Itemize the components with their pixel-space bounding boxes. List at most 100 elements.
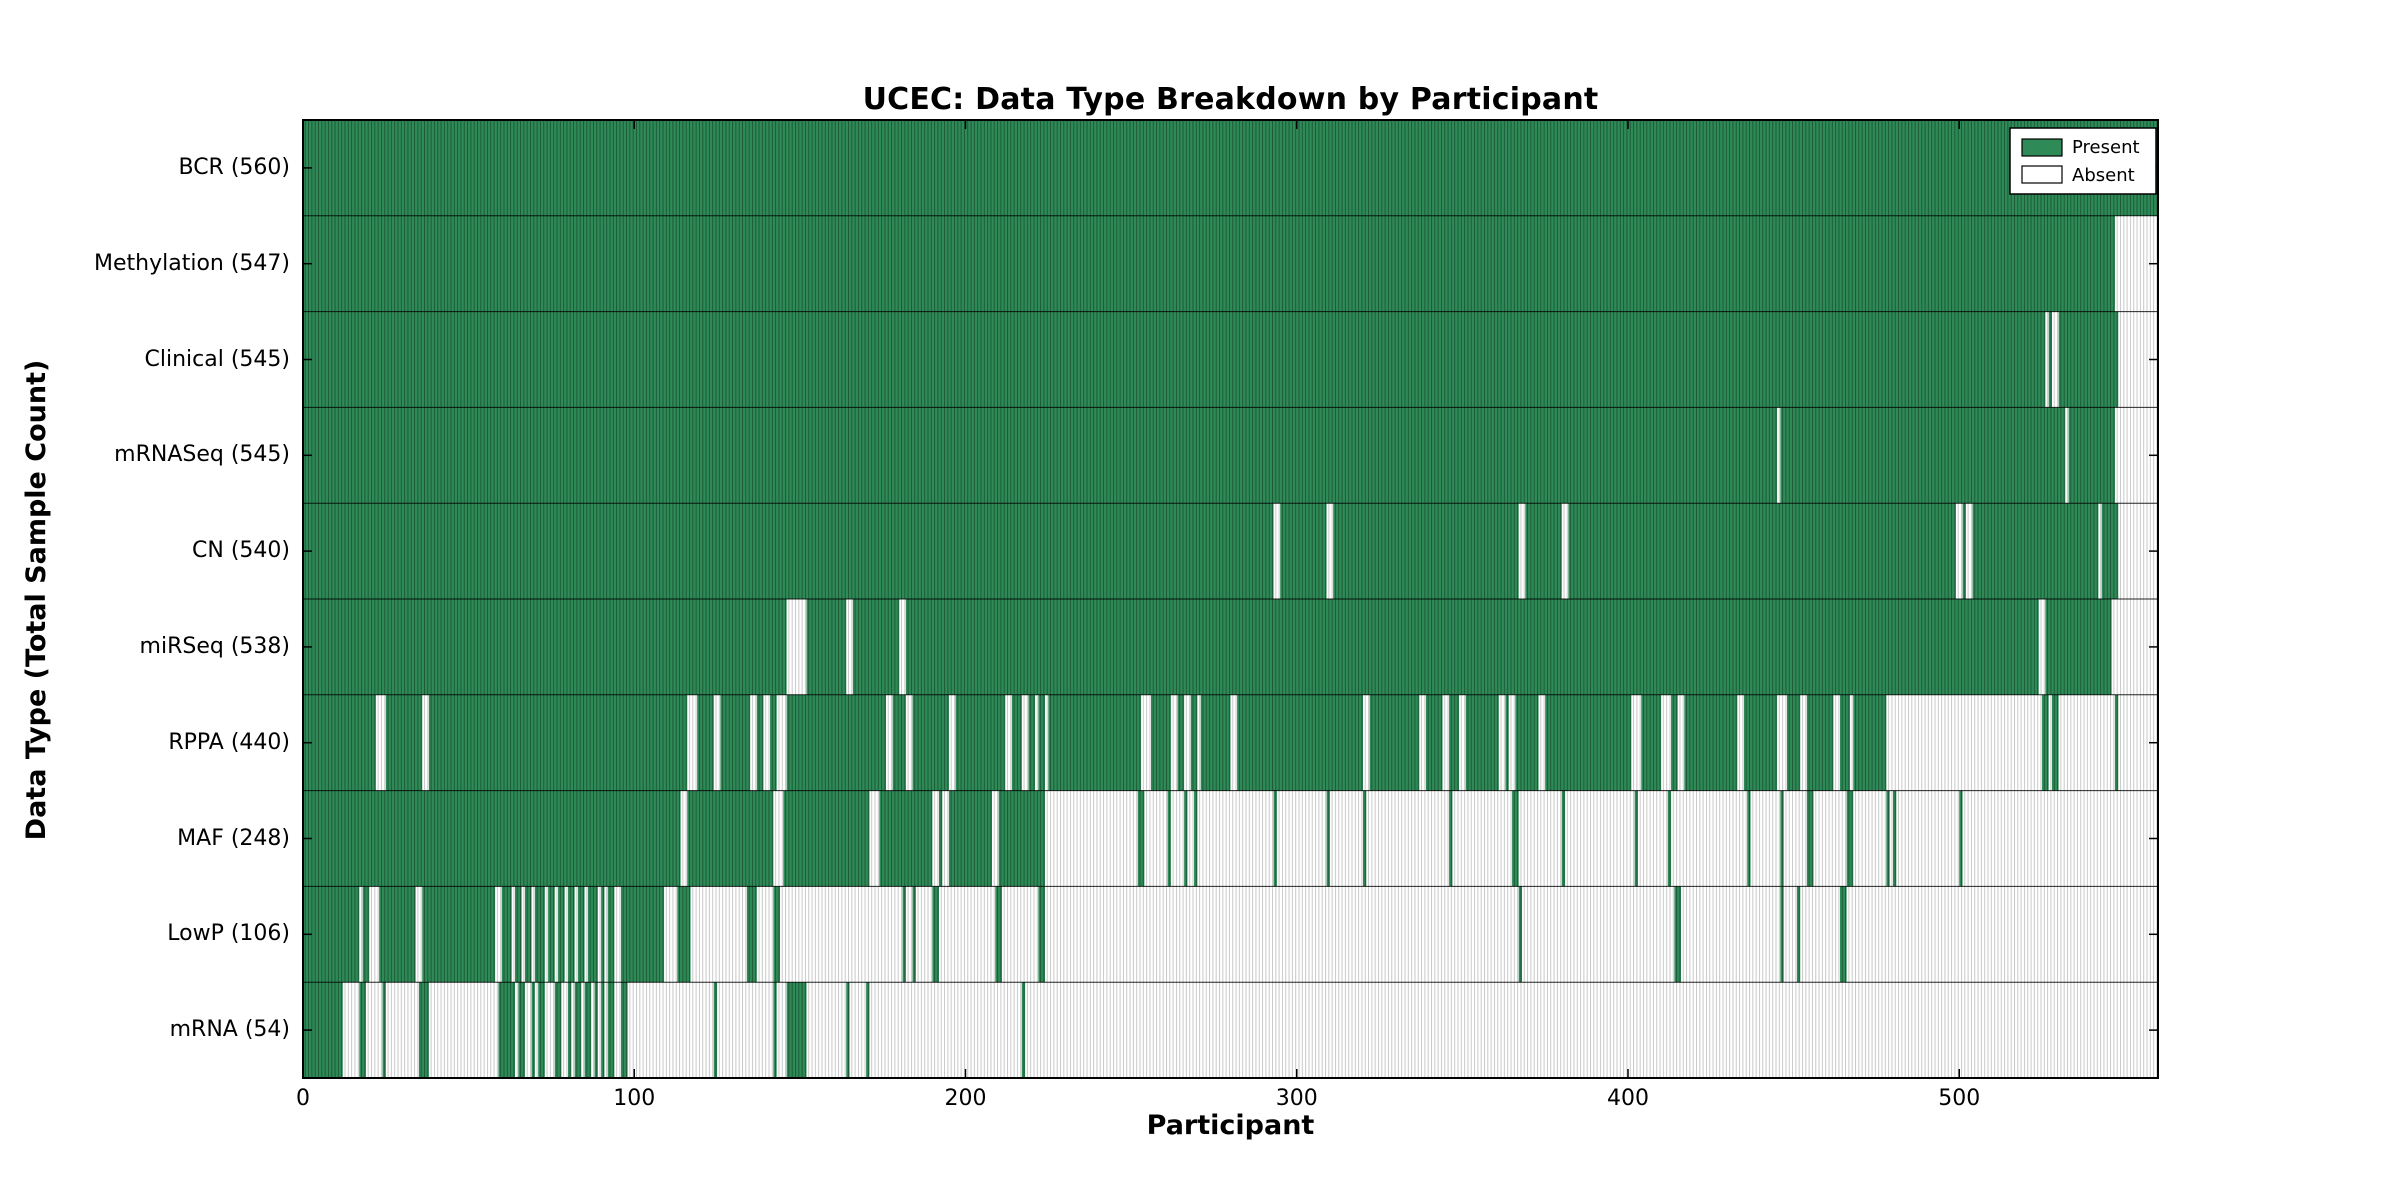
x-tick-label: 300 — [1275, 1086, 1318, 1111]
present-segment — [746, 886, 757, 983]
present-segment — [1962, 503, 1966, 599]
present-segment — [554, 982, 562, 1078]
row-lowp — [303, 886, 1847, 983]
present-segment — [524, 886, 532, 983]
present-segment — [697, 694, 714, 791]
present-segment — [538, 982, 545, 1078]
x-tick-label: 200 — [944, 1086, 987, 1111]
present-segment — [846, 982, 850, 1078]
present-segment — [892, 694, 906, 791]
x-tick-label: 0 — [296, 1086, 310, 1111]
present-segment — [501, 886, 512, 983]
present-segment — [1634, 790, 1638, 887]
y-tick-label: RPPA (440) — [168, 729, 290, 755]
present-segment — [939, 790, 943, 887]
present-segment — [1194, 790, 1198, 887]
present-segment — [303, 790, 681, 887]
present-segment — [2114, 694, 2119, 791]
present-segment — [1747, 790, 1751, 887]
present-segment — [594, 982, 598, 1078]
row-maf — [303, 790, 1963, 887]
row-mrna — [303, 982, 1026, 1078]
present-segment — [428, 694, 688, 791]
present-segment — [2101, 503, 2119, 599]
present-segment — [1273, 790, 1277, 887]
present-segment — [1038, 886, 1045, 983]
chart-title: UCEC: Data Type Breakdown by Participant — [862, 82, 1599, 117]
present-segment — [303, 599, 787, 695]
present-segment — [607, 886, 615, 983]
present-segment — [548, 886, 555, 983]
present-segment — [905, 599, 2039, 695]
present-segment — [1561, 790, 1566, 887]
present-segment — [1743, 694, 1778, 791]
present-segment — [531, 982, 535, 1078]
present-segment — [568, 982, 572, 1078]
present-segment — [786, 982, 807, 1078]
present-segment — [2042, 694, 2049, 791]
present-segment — [1525, 503, 1562, 599]
present-segment — [1465, 694, 1499, 791]
present-segment — [1177, 694, 1185, 791]
present-segment — [687, 790, 774, 887]
present-segment — [1674, 886, 1681, 983]
present-segment — [998, 790, 1045, 887]
present-segment — [786, 694, 886, 791]
present-segment — [1780, 407, 2066, 504]
present-segment — [379, 886, 416, 983]
present-segment — [1886, 790, 1890, 887]
present-segment — [1021, 982, 1026, 1078]
x-tick-label: 400 — [1607, 1086, 1649, 1111]
present-segment — [1641, 694, 1662, 791]
present-segment — [1840, 694, 1850, 791]
y-axis-label: Data Type (Total Sample Count) — [21, 359, 52, 841]
present-segment — [713, 982, 718, 1078]
present-segment — [932, 886, 939, 983]
present-segment — [1505, 694, 1509, 791]
present-segment — [303, 215, 2115, 312]
y-tick-label: miRSeq (538) — [139, 633, 290, 659]
present-segment — [422, 886, 496, 983]
present-segment — [607, 982, 615, 1078]
present-segment — [852, 599, 900, 695]
present-segment — [1846, 790, 1854, 887]
y-tick-label: MAF (248) — [177, 825, 290, 851]
present-segment — [770, 694, 777, 791]
present-segment — [1449, 694, 1460, 791]
present-segment — [568, 886, 575, 983]
y-tick-label: CN (540) — [192, 538, 290, 564]
present-segment — [1369, 694, 1420, 791]
present-segment — [385, 694, 423, 791]
present-segment — [2045, 599, 2112, 695]
legend-label-absent: Absent — [2072, 165, 2135, 186]
present-segment — [1200, 694, 1231, 791]
present-segment — [587, 886, 598, 983]
present-segment — [2048, 311, 2052, 408]
y-tick-label: mRNA (54) — [169, 1017, 290, 1043]
row-methylation — [303, 215, 2115, 312]
present-segment — [303, 120, 2158, 216]
present-segment — [902, 886, 906, 983]
present-segment — [1806, 790, 1814, 887]
present-segment — [2052, 694, 2059, 791]
present-segment — [1780, 886, 1784, 983]
present-segment — [1011, 694, 1022, 791]
present-segment — [1515, 694, 1539, 791]
present-segment — [1512, 790, 1519, 887]
present-segment — [1667, 790, 1672, 887]
present-segment — [1326, 790, 1330, 887]
present-segment — [773, 982, 777, 1078]
present-segment — [2068, 407, 2115, 504]
present-segment — [584, 982, 592, 1078]
present-segment — [1237, 694, 1363, 791]
present-segment — [955, 694, 1006, 791]
present-segment — [558, 886, 565, 983]
present-segment — [577, 886, 585, 983]
legend-present-swatch — [2021, 138, 2063, 157]
present-segment — [518, 982, 525, 1078]
present-segment — [1853, 694, 1887, 791]
present-segment — [574, 982, 582, 1078]
present-segment — [303, 311, 2046, 408]
row-cn — [303, 503, 2119, 599]
